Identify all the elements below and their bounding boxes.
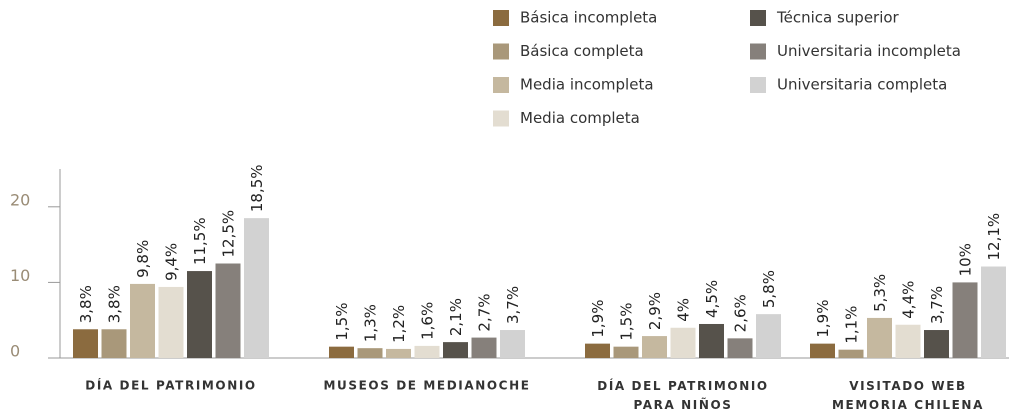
bar xyxy=(699,323,724,358)
bar xyxy=(187,271,212,358)
bar xyxy=(244,218,269,358)
bar xyxy=(642,336,667,358)
value-label: 2,6% xyxy=(732,294,750,332)
x-tick-label: MUSEOS DE MEDIANOCHE xyxy=(323,379,530,393)
bar xyxy=(329,346,354,358)
bar xyxy=(585,343,610,358)
x-tick-label: DÍA DEL PATRIMONIO xyxy=(85,378,256,393)
y-tick-label: 0 xyxy=(10,342,20,361)
value-label: 4,4% xyxy=(900,281,918,319)
legend-swatch xyxy=(493,110,509,127)
value-label: 9,8% xyxy=(134,240,152,278)
legend-swatch xyxy=(750,77,766,93)
value-label: 2,1% xyxy=(447,298,465,336)
bar xyxy=(810,343,835,358)
bar xyxy=(981,266,1006,358)
legend-swatch xyxy=(493,43,509,60)
value-label: 10% xyxy=(957,243,975,276)
value-label: 1,6% xyxy=(419,302,437,340)
value-label: 1,1% xyxy=(843,306,861,344)
value-label: 3,7% xyxy=(504,286,522,324)
value-label: 18,5% xyxy=(248,164,266,212)
bar xyxy=(756,314,781,358)
value-label: 1,5% xyxy=(618,303,636,341)
legend-label: Técnica superior xyxy=(776,9,900,27)
bar xyxy=(215,263,241,358)
value-label: 4% xyxy=(675,298,693,322)
value-label: 3,8% xyxy=(106,285,124,323)
legend-swatch xyxy=(750,10,766,26)
legend-label: Universitaria completa xyxy=(777,76,947,94)
value-label: 2,9% xyxy=(646,292,664,330)
value-label: 3,8% xyxy=(77,285,95,323)
bar xyxy=(838,349,864,358)
bar xyxy=(101,329,127,358)
bar xyxy=(952,282,978,358)
value-label: 4,5% xyxy=(703,280,721,318)
bar xyxy=(386,348,411,358)
value-label: 1,9% xyxy=(814,300,832,338)
legend-label: Universitaria incompleta xyxy=(777,42,961,60)
bar xyxy=(414,345,440,358)
bar xyxy=(867,317,892,358)
legend-swatch xyxy=(493,77,509,93)
value-label: 12,5% xyxy=(220,210,238,258)
value-label: 1,2% xyxy=(390,305,408,343)
bar xyxy=(471,337,497,358)
bar xyxy=(443,342,468,358)
legend-swatch xyxy=(750,43,766,60)
bar xyxy=(357,348,383,358)
value-label: 1,5% xyxy=(333,303,351,341)
bar xyxy=(895,324,921,358)
value-label: 5,8% xyxy=(760,270,778,308)
bar xyxy=(158,286,184,358)
value-label: 12,1% xyxy=(985,213,1003,261)
bar xyxy=(613,346,639,358)
bar xyxy=(500,330,525,358)
value-label: 11,5% xyxy=(191,217,209,265)
y-tick-label: 20 xyxy=(10,190,30,209)
x-tick-label: VISITADO WEB MEMORIA CHILENA xyxy=(832,379,984,412)
value-label: 9,4% xyxy=(163,243,181,281)
bar xyxy=(727,338,753,358)
bar xyxy=(924,330,949,358)
bar xyxy=(670,327,696,358)
value-label: 2,7% xyxy=(476,293,494,331)
legend-label: Media incompleta xyxy=(520,76,654,94)
value-label: 1,3% xyxy=(362,304,380,342)
legend-swatch xyxy=(493,10,509,26)
value-label: 5,3% xyxy=(871,274,889,312)
legend-label: Media completa xyxy=(520,109,640,127)
bar xyxy=(130,283,155,358)
y-tick-label: 10 xyxy=(10,266,30,285)
value-label: 3,7% xyxy=(928,286,946,324)
value-label: 1,9% xyxy=(589,300,607,338)
legend-label: Básica completa xyxy=(520,42,644,60)
legend-label: Básica incompleta xyxy=(520,9,657,27)
bar xyxy=(73,329,98,358)
x-tick-label: DÍA DEL PATRIMONIO PARA NIÑOS xyxy=(597,378,768,412)
